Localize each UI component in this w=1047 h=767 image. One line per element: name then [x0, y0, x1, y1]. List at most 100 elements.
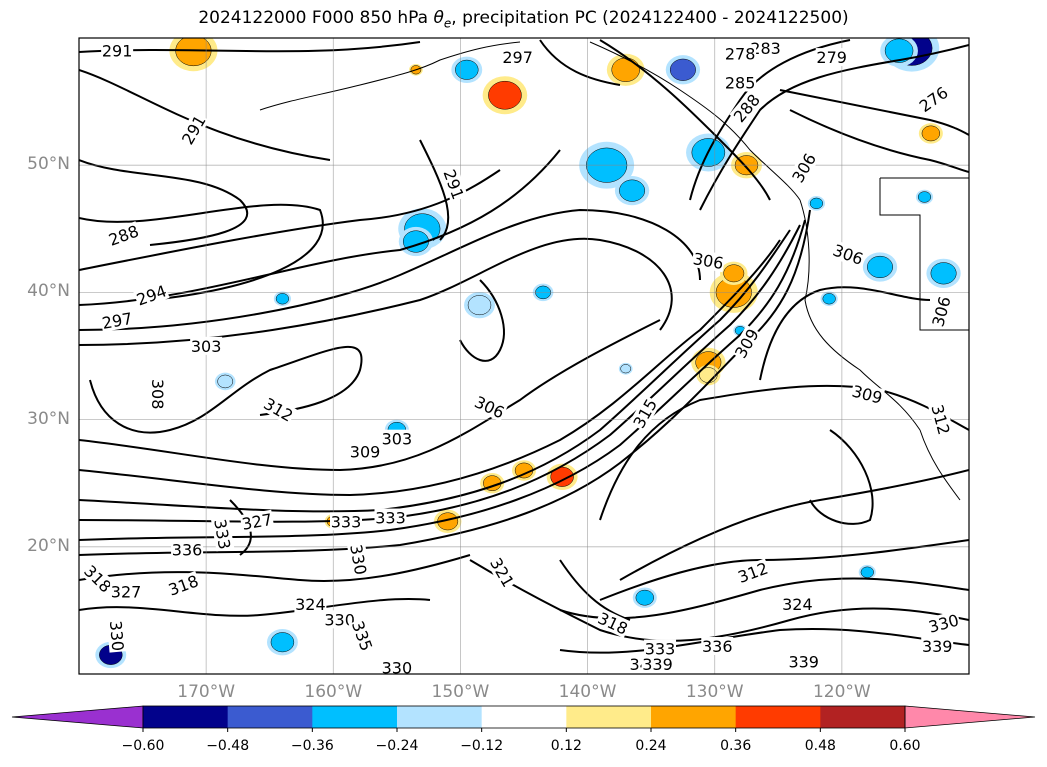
precip-blob	[921, 125, 941, 142]
map-background	[79, 38, 969, 674]
contour-label: 333	[331, 512, 362, 531]
colorbar-frame	[142, 705, 906, 729]
contour-line	[79, 229, 791, 513]
coastline	[589, 41, 801, 201]
contour-label: 324	[295, 595, 326, 614]
colorbar-tick-label: −0.36	[290, 738, 334, 754]
contour-label: 278	[725, 44, 756, 63]
contour-label: 330	[324, 610, 355, 629]
colorbar-tick-label: 0.24	[635, 738, 667, 754]
lat-tick-label: 40°N	[27, 281, 70, 302]
lat-tick-label: 30°N	[27, 408, 70, 429]
colorbar-segment	[227, 706, 313, 728]
contour-label-bg	[928, 401, 954, 438]
contour-line	[79, 208, 701, 331]
precip-blob	[809, 197, 824, 210]
contour-label-bg	[787, 149, 820, 187]
precip-blob	[620, 364, 632, 374]
colorbar-tick-label: −0.12	[460, 738, 504, 754]
contour-line	[539, 39, 621, 86]
contour-label-bg	[724, 44, 757, 63]
precip-blob	[635, 589, 654, 606]
contour-line	[79, 209, 811, 556]
contour-label: 303	[191, 337, 222, 356]
contour-label-bg	[644, 639, 677, 658]
contour-label: 324	[782, 595, 813, 614]
contour-label-bg	[830, 240, 867, 269]
contour-label-bg	[501, 48, 534, 67]
colorbar-tick-label: 0.60	[889, 738, 921, 754]
contour-label: 279	[816, 48, 847, 67]
contour-line	[619, 469, 969, 581]
colorbar-extend-high	[904, 705, 1036, 729]
contour-line	[469, 559, 969, 642]
contour-line	[459, 279, 505, 362]
contour-label-bg	[347, 542, 371, 577]
coastlines	[259, 41, 969, 501]
contour-label-bg	[165, 571, 202, 599]
contour-label-bg	[348, 617, 377, 654]
precip-blob	[669, 58, 696, 81]
contour-label-bg	[294, 595, 327, 614]
contour-label-bg	[171, 540, 204, 559]
contour-label: 283	[750, 39, 781, 58]
contour-label-bg	[106, 619, 128, 653]
precip-blob	[930, 262, 957, 285]
colorbar-tick-label: −0.60	[121, 738, 165, 754]
contour-label-bg	[701, 637, 734, 656]
contour-label-bg	[928, 293, 954, 330]
contour-label: 285	[725, 74, 756, 93]
colorbar-segment	[566, 706, 652, 728]
contour-line	[79, 239, 781, 497]
contour-label-bg	[374, 508, 407, 527]
precip-blob	[217, 374, 234, 389]
contour-label-bg	[177, 111, 210, 148]
contour-label-bg	[921, 637, 954, 656]
contour-label: 303	[382, 430, 413, 449]
contour-label-bg	[628, 394, 661, 432]
contour-label-bg	[815, 48, 848, 67]
contour-label: 333	[645, 640, 676, 659]
colorbar-segment	[481, 706, 567, 728]
contour-line	[699, 44, 969, 211]
contour-line	[79, 69, 331, 161]
map-frame	[78, 37, 970, 675]
contour-line	[419, 139, 450, 241]
precip-blob	[275, 293, 290, 305]
contour-label-bg	[349, 442, 382, 461]
contour-label-bg	[323, 610, 356, 629]
precip-blob	[611, 57, 640, 82]
contour-label-bg	[729, 89, 764, 127]
contour-label-bg	[730, 324, 763, 362]
contour-line	[79, 149, 561, 306]
lon-tick-label: 130°W	[685, 682, 744, 702]
colorbar-segment	[397, 706, 483, 728]
colorbar-extend-low	[11, 705, 144, 729]
contour-label-bg	[330, 512, 362, 531]
contour-label-bg	[440, 166, 469, 203]
contour-label: 339	[922, 637, 953, 656]
precip-blob	[867, 255, 893, 279]
contour-label-bg	[133, 281, 170, 309]
contour-label-bg	[734, 558, 771, 587]
contour-line	[779, 89, 969, 136]
contour-label: 297	[502, 48, 533, 67]
coastline	[799, 199, 921, 431]
contour-line	[89, 346, 363, 434]
colorbar-segment	[143, 706, 229, 728]
coastline	[259, 41, 521, 111]
map-title: 2024122000 F000 850 hPa θe, precipitatio…	[198, 8, 849, 31]
colorbar-tick-label: 0.12	[550, 738, 582, 754]
contour-label: 339	[788, 652, 819, 671]
contour-label: 336	[172, 540, 203, 559]
contour-label-bg	[915, 82, 952, 116]
contour-line	[79, 219, 806, 541]
precip-blob	[455, 59, 479, 80]
contour-label: 339	[642, 655, 673, 674]
contour-label: 333	[375, 509, 406, 528]
contour-label-bg	[110, 582, 143, 601]
contour-line	[79, 319, 661, 472]
contour-label-bg	[781, 595, 814, 614]
contour-label-bg	[101, 41, 134, 60]
contour-line	[599, 384, 969, 521]
